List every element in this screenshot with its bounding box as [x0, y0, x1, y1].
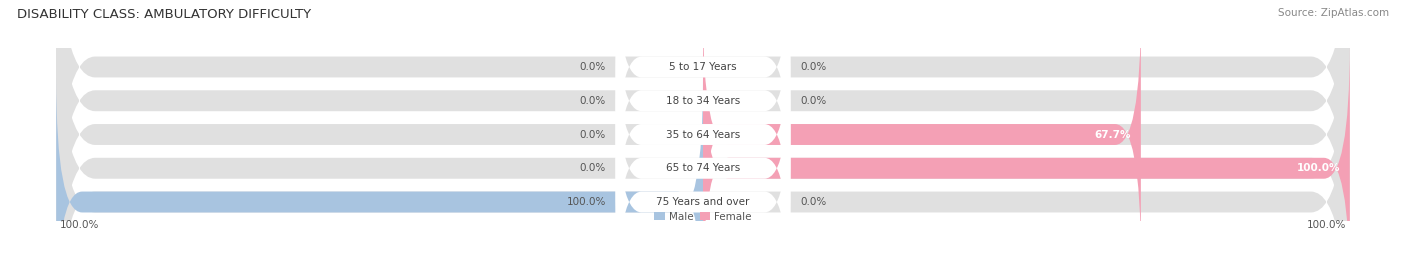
Text: 100.0%: 100.0%	[567, 197, 606, 207]
FancyBboxPatch shape	[56, 0, 1350, 259]
Text: 100.0%: 100.0%	[1296, 163, 1340, 173]
Legend: Male, Female: Male, Female	[650, 207, 756, 226]
Text: 100.0%: 100.0%	[1308, 220, 1347, 229]
Text: 18 to 34 Years: 18 to 34 Years	[666, 96, 740, 106]
Text: 0.0%: 0.0%	[579, 96, 606, 106]
FancyBboxPatch shape	[56, 10, 1350, 269]
Text: 0.0%: 0.0%	[800, 197, 827, 207]
FancyBboxPatch shape	[616, 77, 790, 269]
Text: 67.7%: 67.7%	[1095, 129, 1132, 140]
Text: 5 to 17 Years: 5 to 17 Years	[669, 62, 737, 72]
FancyBboxPatch shape	[56, 0, 1350, 269]
Text: DISABILITY CLASS: AMBULATORY DIFFICULTY: DISABILITY CLASS: AMBULATORY DIFFICULTY	[17, 8, 311, 21]
Text: 0.0%: 0.0%	[579, 163, 606, 173]
Text: 0.0%: 0.0%	[579, 62, 606, 72]
Text: 0.0%: 0.0%	[579, 129, 606, 140]
FancyBboxPatch shape	[616, 0, 790, 192]
FancyBboxPatch shape	[56, 0, 1350, 269]
Text: 100.0%: 100.0%	[59, 220, 98, 229]
Text: 65 to 74 Years: 65 to 74 Years	[666, 163, 740, 173]
Text: 75 Years and over: 75 Years and over	[657, 197, 749, 207]
Text: Source: ZipAtlas.com: Source: ZipAtlas.com	[1278, 8, 1389, 18]
FancyBboxPatch shape	[56, 77, 703, 269]
FancyBboxPatch shape	[56, 0, 1350, 269]
FancyBboxPatch shape	[703, 10, 1140, 259]
FancyBboxPatch shape	[616, 44, 790, 269]
Text: 0.0%: 0.0%	[800, 62, 827, 72]
Text: 35 to 64 Years: 35 to 64 Years	[666, 129, 740, 140]
FancyBboxPatch shape	[703, 44, 1350, 269]
Text: 0.0%: 0.0%	[800, 96, 827, 106]
FancyBboxPatch shape	[616, 10, 790, 259]
FancyBboxPatch shape	[616, 0, 790, 225]
